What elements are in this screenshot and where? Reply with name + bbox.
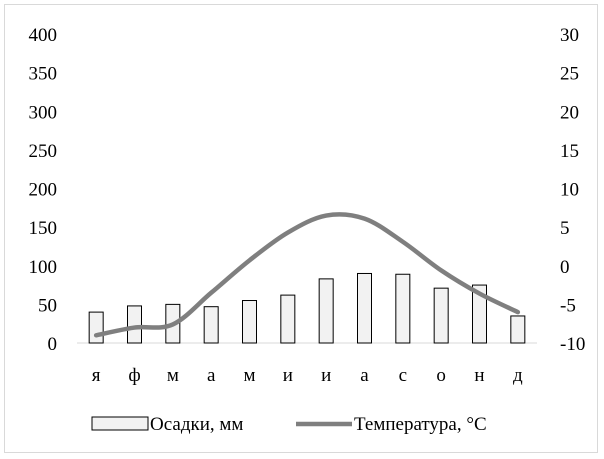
precipitation-bar: [472, 284, 487, 344]
right-tick-label: 15: [560, 141, 579, 162]
x-tick-label: м: [167, 365, 179, 386]
x-tick-label: д: [513, 365, 523, 386]
left-axis-ticks: 0 50 100 150 200 250 300 350 400: [29, 25, 58, 355]
left-tick-label: 200: [29, 180, 58, 201]
x-tick-label: а: [360, 365, 369, 386]
right-axis-ticks: -10 -5 0 5 10 15 20 25 30: [560, 25, 585, 355]
x-tick-label: ф: [128, 365, 140, 386]
right-tick-label: 25: [560, 64, 579, 85]
precipitation-bars: [88, 272, 526, 344]
x-tick-label: а: [207, 365, 216, 386]
precipitation-bar: [88, 311, 104, 344]
chart-frame: [4, 4, 598, 453]
temperature-line: [93, 212, 521, 338]
precipitation-bar: [357, 272, 372, 344]
left-tick-label: 350: [29, 64, 58, 85]
precipitation-bar: [510, 315, 526, 344]
x-tick-label: и: [283, 365, 293, 386]
right-tick-label: 5: [560, 218, 570, 239]
left-tick-label: 300: [29, 102, 58, 123]
left-tick-label: 400: [29, 25, 58, 46]
left-tick-label: 150: [29, 218, 58, 239]
precipitation-bar: [318, 278, 334, 344]
legend-precipitation-label: Осадки, мм: [150, 414, 243, 435]
x-tick-label: и: [321, 365, 331, 386]
right-tick-label: 0: [560, 257, 570, 278]
left-tick-label: 0: [48, 334, 58, 355]
right-tick-label: 30: [560, 25, 579, 46]
left-tick-label: 50: [38, 295, 57, 316]
x-tick-label: с: [399, 365, 407, 386]
legend-temperature-label: Температура, °С: [354, 414, 487, 435]
x-tick-label: н: [474, 365, 484, 386]
right-tick-label: 20: [560, 102, 579, 123]
precipitation-bar: [203, 306, 219, 344]
legend: Осадки, мм Температура, °С: [91, 414, 487, 435]
x-tick-label: я: [92, 365, 101, 386]
right-tick-label: 10: [560, 180, 579, 201]
precipitation-bar: [433, 287, 449, 344]
right-tick-label: -5: [560, 295, 576, 316]
precipitation-bar: [242, 300, 257, 344]
legend-precipitation-swatch: [91, 416, 149, 431]
x-tick-label: м: [243, 365, 255, 386]
left-tick-label: 250: [29, 141, 58, 162]
precipitation-bar: [280, 294, 296, 344]
precipitation-bar: [395, 273, 411, 344]
right-tick-label: -10: [560, 334, 585, 355]
precipitation-bar: [127, 305, 142, 344]
x-tick-label: о: [436, 365, 446, 386]
left-tick-label: 100: [29, 257, 58, 278]
